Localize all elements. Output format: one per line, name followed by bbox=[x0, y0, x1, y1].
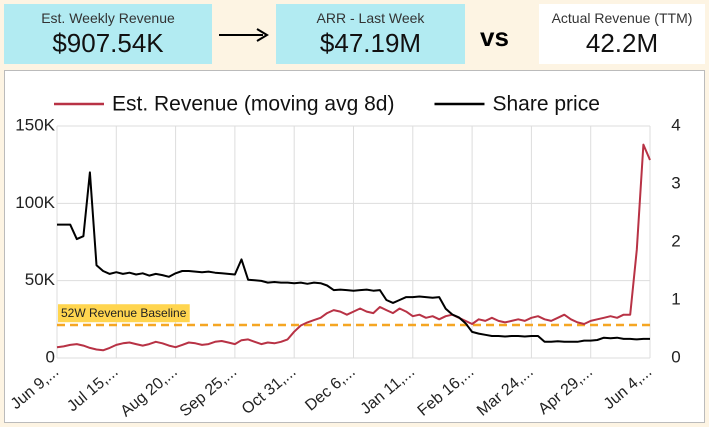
kpi-value: $47.19M bbox=[319, 28, 422, 58]
y2-tick-label: 3 bbox=[671, 173, 680, 192]
chart-frame bbox=[4, 70, 705, 423]
baseline-label-bg bbox=[58, 304, 190, 323]
y2-tick-label: 4 bbox=[671, 115, 680, 134]
kpi-label: ARR - Last Week bbox=[316, 10, 425, 26]
kpi-card: ARR - Last Week $47.19M bbox=[276, 4, 465, 64]
kpi-label: Actual Revenue (TTM) bbox=[551, 10, 693, 26]
baseline-label: 52W Revenue Baseline bbox=[61, 306, 187, 320]
vs-text: vs bbox=[480, 22, 509, 52]
legend-label: Share price bbox=[492, 93, 599, 116]
kpi-value: 42.2M bbox=[585, 28, 659, 58]
y-tick-label: 50K bbox=[25, 270, 56, 289]
kpi-value: $907.54K bbox=[52, 28, 164, 58]
series-line bbox=[57, 171, 650, 343]
series-line bbox=[56, 143, 651, 352]
y2-tick-label: 2 bbox=[671, 231, 680, 250]
legend-label: Est. Revenue (moving avg 8d) bbox=[112, 93, 394, 116]
arrow bbox=[219, 28, 269, 42]
kpi-card: Est. Weekly Revenue $907.54K bbox=[4, 4, 212, 64]
y2-tick-label: 1 bbox=[671, 289, 680, 308]
y-tick-label: 150K bbox=[15, 115, 55, 134]
y2-tick-label: 0 bbox=[671, 347, 680, 366]
y-tick-label: 0 bbox=[46, 347, 55, 366]
y-tick-label: 100K bbox=[15, 193, 55, 212]
kpi-card: Actual Revenue (TTM) 42.2M bbox=[539, 4, 705, 64]
kpi-label: Est. Weekly Revenue bbox=[41, 10, 175, 26]
